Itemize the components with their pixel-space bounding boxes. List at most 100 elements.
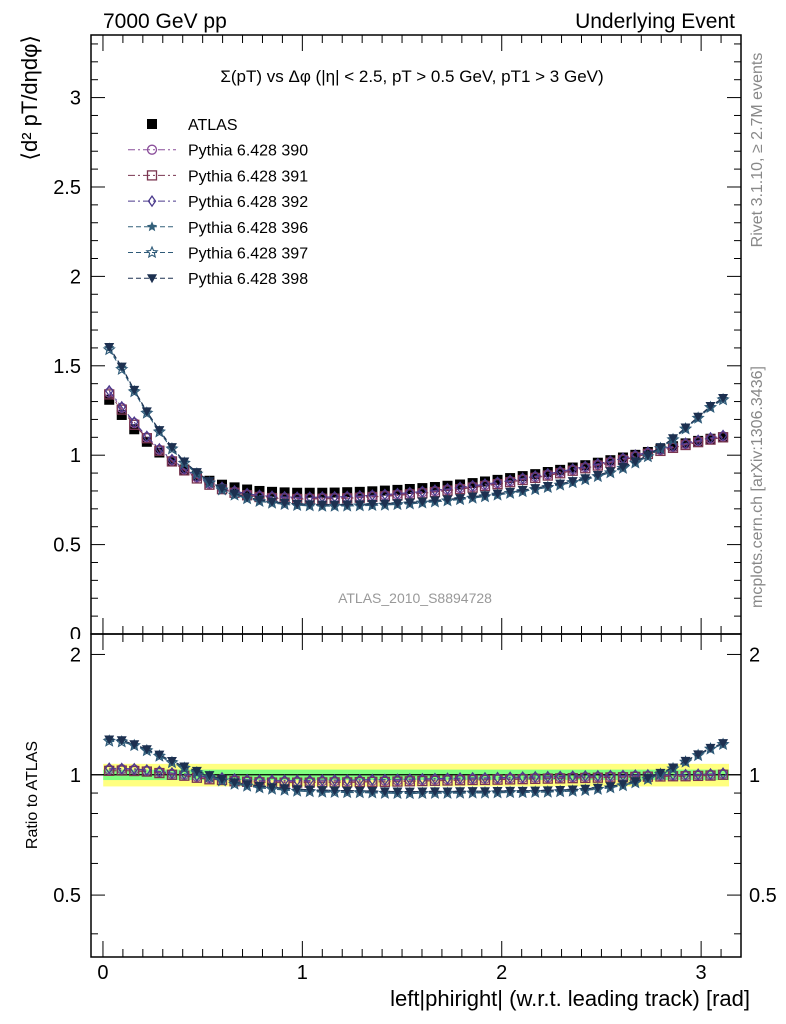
ratio-x-axis: 0 1 2 3 <box>97 634 722 984</box>
header-left: 7000 GeV pp <box>103 10 227 33</box>
data-point <box>417 497 428 507</box>
ratio-point <box>342 786 353 796</box>
ratio-point <box>191 766 202 776</box>
ratio-point <box>129 762 139 775</box>
ratio-point <box>304 785 315 795</box>
legend-label: Pythia 6.428 398 <box>188 271 308 288</box>
ratio-point <box>681 768 690 781</box>
ratio-point <box>104 765 115 776</box>
ratio-point <box>568 770 578 783</box>
data-point <box>530 469 540 483</box>
ratio-y-tick-label-right: 0.5 <box>749 885 777 907</box>
data-point <box>141 433 152 444</box>
ratio-point <box>417 775 428 787</box>
data-point <box>706 431 715 444</box>
data-point <box>129 415 139 429</box>
data-point <box>379 499 390 509</box>
ratio-point <box>429 787 440 797</box>
data-point <box>154 445 165 456</box>
ratio-point <box>393 773 402 786</box>
ratio-point <box>141 745 152 755</box>
data-point <box>718 429 728 442</box>
data-point <box>680 423 691 433</box>
ratio-point <box>493 771 502 784</box>
ratio-point <box>129 740 140 750</box>
ratio-point <box>392 787 403 797</box>
data-point <box>517 486 528 496</box>
x-tick-label: 2 <box>496 962 507 984</box>
ratio-point <box>668 763 679 773</box>
ratio-point <box>154 767 165 779</box>
data-point <box>292 500 303 510</box>
ratio-point <box>592 772 603 783</box>
ratio-point <box>567 773 578 784</box>
ratio-point <box>555 785 566 795</box>
data-point <box>530 469 541 480</box>
ratio-panel: 0.5 0.5 1 1 2 2 0 1 2 3 Ratio to ATLAS left|phir… <box>24 633 777 1011</box>
data-point <box>104 389 115 400</box>
ratio-point <box>655 768 666 778</box>
ratio-point <box>630 777 641 787</box>
header-right: Underlying Event <box>575 10 735 33</box>
ratio-point <box>467 774 478 786</box>
ratio-point <box>543 770 553 783</box>
data-point <box>492 489 503 499</box>
ratio-point <box>605 782 616 792</box>
legend: ATLAS Pythia 6.428 390 Pythia 6.428 391 Pyt… <box>128 117 308 288</box>
data-point <box>530 484 541 494</box>
ratio-point <box>267 783 278 793</box>
data-point <box>455 494 466 504</box>
data-point <box>542 481 553 491</box>
data-point <box>605 467 616 477</box>
legend-label: Pythia 6.428 397 <box>188 246 308 263</box>
data-point <box>580 460 591 471</box>
ratio-point <box>392 776 403 787</box>
series-6 <box>104 343 729 510</box>
legend-marker <box>145 245 159 259</box>
data-point <box>555 468 566 479</box>
data-point <box>167 453 177 466</box>
series-4 <box>103 342 729 511</box>
ratio-point <box>292 785 303 795</box>
data-point <box>592 471 603 481</box>
ratio-point <box>116 736 127 746</box>
mcplots-label: mcplots.cern.ch [arXiv:1306.3436] <box>749 366 766 608</box>
ratio-point <box>417 787 428 797</box>
data-point <box>117 400 127 414</box>
ratio-point <box>680 771 691 782</box>
ratio-point <box>580 769 590 783</box>
ratio-y-axis: 0.5 0.5 1 1 2 2 <box>53 644 777 935</box>
data-point <box>354 500 365 510</box>
legend-label: Pythia 6.428 392 <box>188 194 308 211</box>
ratio-point <box>455 771 465 785</box>
data-point <box>479 491 490 501</box>
ratio-point <box>617 780 628 790</box>
data-point <box>166 443 177 453</box>
data-point <box>555 479 566 489</box>
x-tick-label: 1 <box>297 962 308 984</box>
data-point <box>116 404 127 415</box>
data-point <box>204 477 215 487</box>
data-point <box>216 484 227 494</box>
ratio-point <box>166 756 177 766</box>
data-point <box>179 457 190 467</box>
ratio-point <box>317 786 328 796</box>
rivet-label: Rivet 3.1.10, ≥ 2.7M events <box>749 53 766 248</box>
ratio-point <box>380 773 390 786</box>
ratio-point <box>530 773 541 785</box>
data-point <box>668 441 679 452</box>
data-point <box>567 477 578 487</box>
ratio-point <box>342 773 352 787</box>
ratio-point <box>492 774 503 785</box>
data-point <box>617 452 628 463</box>
ratio-point <box>367 786 378 796</box>
data-point <box>404 498 415 508</box>
data-point <box>517 474 528 486</box>
ratio-point <box>693 768 703 781</box>
main-series-group <box>102 342 730 512</box>
ratio-y-tick-label: 1 <box>70 765 81 787</box>
data-point <box>617 462 628 472</box>
legend-marker <box>146 170 158 181</box>
data-point <box>141 407 152 417</box>
ratio-point <box>580 772 591 784</box>
